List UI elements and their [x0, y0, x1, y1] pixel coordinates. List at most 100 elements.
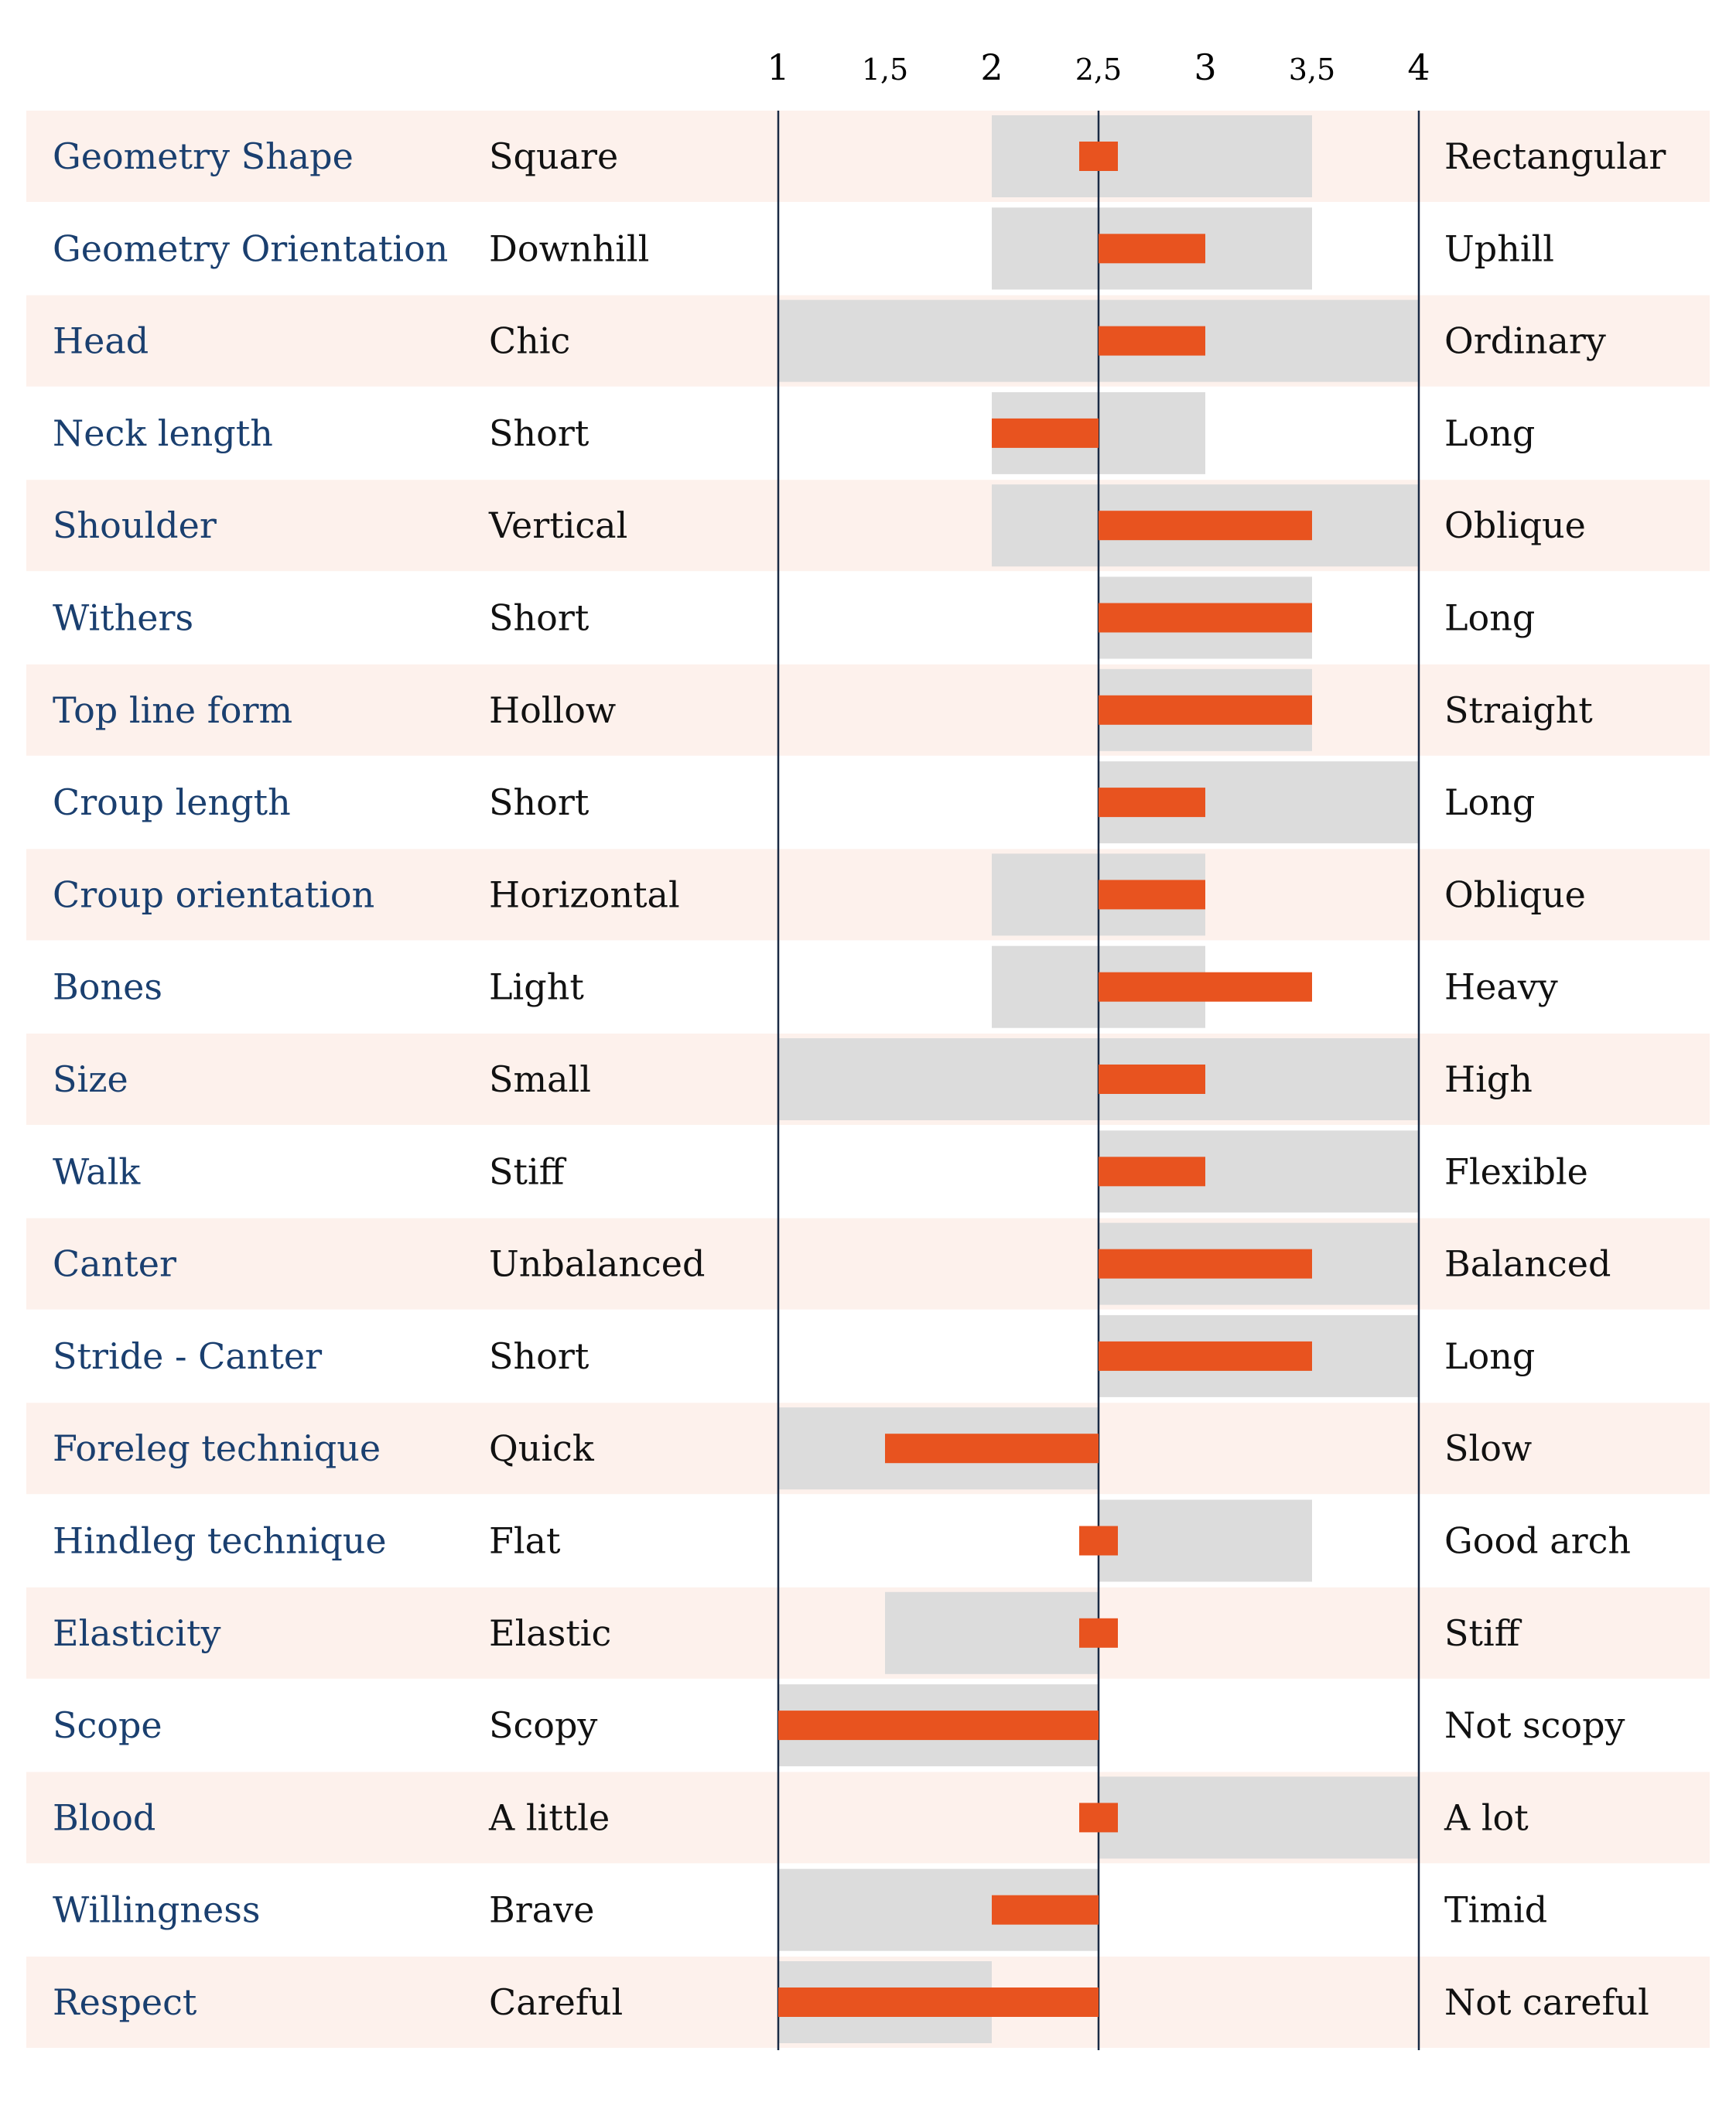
- value-bar: [1099, 788, 1205, 818]
- right-pole-label: Rectangular: [1444, 135, 1666, 177]
- row-shade: [26, 849, 1710, 941]
- value-bar: [1099, 695, 1312, 725]
- value-bar: [1099, 880, 1205, 910]
- left-pole-label: Horizontal: [489, 873, 680, 915]
- right-pole-label: Good arch: [1444, 1520, 1631, 1562]
- x-tick-label: 1,5: [862, 53, 908, 87]
- value-bar: [1099, 972, 1312, 1002]
- left-pole-label: Small: [489, 1058, 591, 1100]
- right-pole-label: Long: [1444, 781, 1535, 823]
- row-shade: [26, 1772, 1710, 1864]
- value-bar: [992, 418, 1099, 448]
- trait-label: Croup length: [53, 781, 291, 823]
- left-pole-label: A little: [488, 1796, 610, 1838]
- trait-label: Foreleg technique: [53, 1427, 381, 1469]
- left-pole-label: Hollow: [489, 689, 616, 731]
- value-bar: [1079, 142, 1118, 171]
- value-bar: [778, 1988, 1099, 2017]
- value-bar: [1099, 1341, 1312, 1371]
- left-pole-label: Short: [489, 1335, 589, 1377]
- left-pole-label: Brave: [489, 1889, 594, 1931]
- trait-label: Size: [53, 1058, 128, 1100]
- left-pole-label: Short: [489, 412, 589, 454]
- right-pole-label: Oblique: [1444, 873, 1586, 915]
- value-bar: [1079, 1803, 1118, 1833]
- left-pole-label: Light: [489, 966, 584, 1008]
- right-pole-label: Ordinary: [1444, 320, 1606, 362]
- trait-label: Neck length: [53, 412, 273, 454]
- left-pole-label: Chic: [489, 320, 570, 362]
- value-bar: [1099, 326, 1205, 356]
- trait-label: Bones: [53, 966, 162, 1008]
- trait-label: Geometry Shape: [53, 135, 354, 177]
- value-bar: [1099, 1249, 1312, 1279]
- left-pole-label: Quick: [489, 1427, 595, 1469]
- right-pole-label: Not careful: [1444, 1981, 1649, 2023]
- trait-label: Respect: [53, 1981, 197, 2023]
- right-pole-label: Balanced: [1444, 1243, 1611, 1285]
- range-band: [1099, 1499, 1312, 1582]
- left-pole-label: Downhill: [489, 227, 649, 269]
- value-bar: [1099, 234, 1205, 264]
- trait-label: Shoulder: [53, 504, 217, 546]
- trait-label: Hindleg technique: [53, 1520, 387, 1562]
- right-pole-label: Slow: [1444, 1427, 1532, 1469]
- x-tick-label: 3: [1194, 46, 1216, 88]
- x-tick-label: 2: [980, 46, 1003, 88]
- trait-label: Croup orientation: [53, 873, 374, 915]
- right-pole-label: Long: [1444, 412, 1535, 454]
- left-pole-label: Scopy: [489, 1704, 597, 1746]
- left-pole-label: Careful: [489, 1981, 623, 2023]
- right-pole-label: Heavy: [1444, 966, 1558, 1008]
- row-shade: [26, 111, 1710, 202]
- row-shade: [26, 480, 1710, 572]
- right-pole-label: Straight: [1444, 689, 1593, 731]
- right-pole-label: A lot: [1444, 1796, 1529, 1838]
- row-shade: [26, 1218, 1710, 1310]
- value-bars: [778, 142, 1312, 2017]
- left-pole-label: Short: [489, 597, 589, 639]
- value-bar: [1099, 511, 1312, 541]
- x-tick-label: 1: [767, 46, 789, 88]
- left-pole-label: Unbalanced: [489, 1243, 705, 1285]
- left-pole-label: Short: [489, 781, 589, 823]
- value-bar: [992, 1895, 1099, 1925]
- x-tick-label: 2,5: [1075, 53, 1122, 87]
- right-pole-label: Oblique: [1444, 504, 1586, 546]
- right-pole-label: Not scopy: [1444, 1704, 1625, 1746]
- x-tick-labels: 1 1,5 2 2,5 3 3,5 4: [767, 46, 1430, 88]
- row-shade: [26, 664, 1710, 756]
- trait-label: Scope: [53, 1704, 162, 1746]
- trait-label: Top line form: [53, 689, 292, 731]
- trait-label: Stride - Canter: [53, 1335, 322, 1377]
- right-pole-label: High: [1444, 1058, 1533, 1100]
- value-bar: [1079, 1526, 1118, 1556]
- x-tick-label: 4: [1407, 46, 1430, 88]
- right-pole-label: Timid: [1444, 1889, 1547, 1931]
- right-pole-label: Stiff: [1444, 1612, 1522, 1654]
- right-pole-label: Uphill: [1444, 227, 1554, 269]
- left-pole-label: Stiff: [489, 1150, 567, 1192]
- value-bar: [1079, 1618, 1118, 1648]
- trait-label: Geometry Orientation: [53, 227, 448, 269]
- left-pole-label: Vertical: [488, 504, 627, 546]
- value-bar: [1099, 1157, 1205, 1187]
- left-pole-label: Elastic: [489, 1612, 611, 1654]
- trait-label: Willingness: [53, 1889, 260, 1931]
- value-bar: [778, 1711, 1099, 1741]
- row-shade: [26, 1587, 1710, 1679]
- left-pole-label: Square: [489, 135, 618, 177]
- range-band: [1099, 1776, 1419, 1859]
- left-pole-label: Flat: [489, 1520, 561, 1562]
- range-band: [885, 1591, 1099, 1674]
- trait-label: Canter: [53, 1243, 176, 1285]
- value-bar: [1099, 603, 1312, 633]
- right-pole-label: Long: [1444, 597, 1535, 639]
- range-band: [992, 115, 1312, 197]
- x-tick-label: 3,5: [1289, 53, 1335, 87]
- row-labels: Geometry Shape Square Rectangular Geometry …: [53, 135, 1666, 2023]
- right-pole-label: Long: [1444, 1335, 1535, 1377]
- trait-label: Walk: [53, 1150, 141, 1192]
- trait-label: Withers: [53, 597, 193, 639]
